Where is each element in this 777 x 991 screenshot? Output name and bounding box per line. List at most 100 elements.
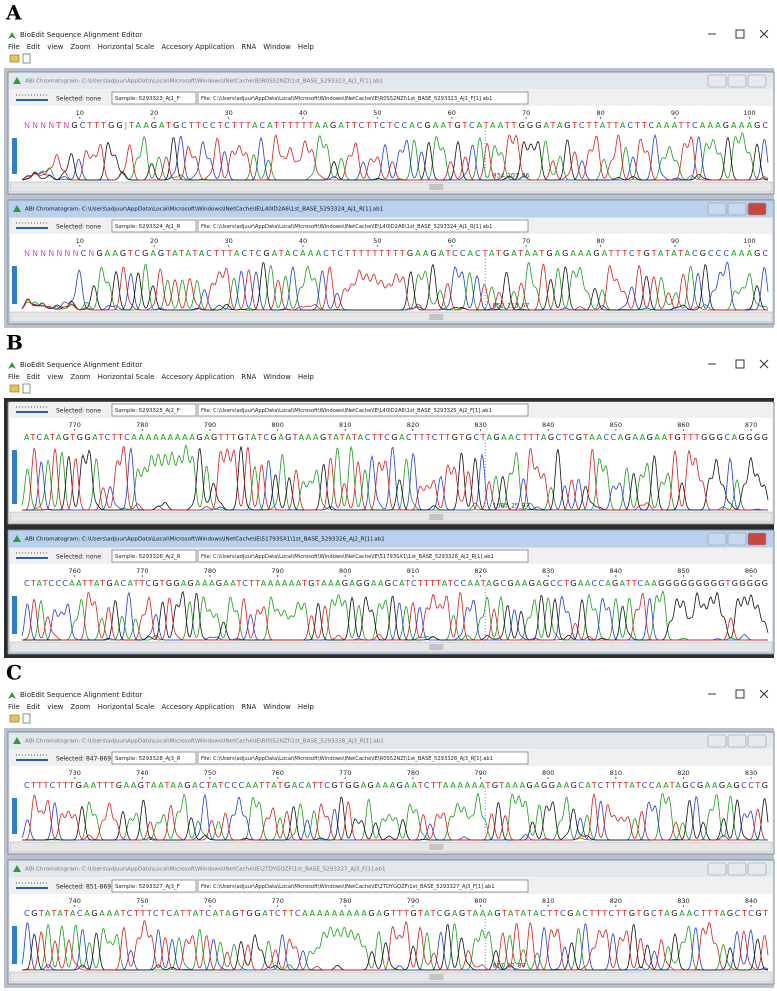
maximize-button[interactable] [728, 533, 746, 545]
scrollbar[interactable] [10, 182, 772, 192]
scale-bar [12, 450, 17, 504]
menu-item[interactable]: File [8, 373, 20, 381]
menu-item[interactable]: RNA [241, 703, 256, 711]
menu-item[interactable]: File [8, 43, 20, 51]
scroll-thumb[interactable] [429, 514, 443, 520]
close-button[interactable] [760, 30, 768, 38]
position-number: 830 [745, 769, 757, 777]
scrollbar[interactable] [10, 842, 772, 852]
file-path: File: C:\Users\adjuur\AppData\Local\Micr… [201, 224, 492, 230]
position-number: 870 [745, 421, 757, 429]
menu-item[interactable]: Zoom [70, 703, 90, 711]
position-number: 760 [271, 769, 283, 777]
menu-item[interactable]: Window [263, 703, 291, 711]
position-number: 30 [224, 237, 232, 245]
menu-item[interactable]: view [47, 43, 63, 51]
menu-item[interactable]: Horizontal Scale [98, 373, 155, 381]
new-button[interactable] [23, 54, 30, 63]
new-button[interactable] [23, 714, 30, 723]
close-button[interactable] [748, 863, 766, 875]
scroll-thumb[interactable] [429, 314, 443, 320]
menu-item[interactable]: Zoom [70, 373, 90, 381]
scroll-thumb[interactable] [429, 184, 443, 190]
maximize-button[interactable] [728, 735, 746, 747]
menu-item[interactable]: view [47, 703, 63, 711]
window-title: ABI Chromatogram: C:\Users\adjuur\AppDat… [25, 537, 385, 543]
position-number: 750 [136, 897, 148, 905]
minimize-button[interactable] [708, 203, 726, 215]
menu-item[interactable]: RNA [241, 43, 256, 51]
screenshot: ABioEdit Sequence Alignment EditorFileEd… [0, 0, 777, 991]
scrollbar[interactable] [10, 512, 772, 522]
position-number: 830 [677, 897, 689, 905]
menu-item[interactable]: Accesory Application [161, 43, 234, 51]
minimize-button[interactable] [708, 75, 726, 87]
new-button[interactable] [23, 384, 30, 393]
trace-status: 1083_25_97 [493, 503, 530, 510]
menu-item[interactable]: Horizontal Scale [98, 43, 155, 51]
scrollbar[interactable] [10, 972, 772, 982]
app-title: BioEdit Sequence Alignment Editor [20, 691, 142, 699]
position-number: 850 [677, 567, 689, 575]
close-button[interactable] [748, 203, 766, 215]
menu-item[interactable]: Edit [27, 373, 41, 381]
menu-item[interactable]: Accesory Application [161, 703, 234, 711]
menu-item[interactable]: Zoom [70, 43, 90, 51]
file-path: File: C:\Users\adjuur\AppData\Local\Micr… [201, 96, 492, 102]
panel-label: B [6, 331, 23, 355]
menu-item[interactable]: RNA [241, 373, 256, 381]
position-number: 20 [150, 237, 158, 245]
maximize-button[interactable] [728, 863, 746, 875]
close-button[interactable] [748, 735, 766, 747]
position-number: 800 [271, 421, 283, 429]
menu-item[interactable]: Edit [27, 43, 41, 51]
sample-name: Sample: 5293327_Aj3_F [115, 884, 180, 890]
scroll-thumb[interactable] [429, 844, 443, 850]
maximize-button[interactable] [728, 203, 746, 215]
scroll-thumb[interactable] [429, 974, 443, 980]
sample-name: Sample: 5293328_Aj3_R [115, 756, 181, 762]
open-button[interactable] [10, 715, 19, 722]
position-number: 770 [339, 769, 351, 777]
menu-item[interactable]: File [8, 703, 20, 711]
file-path: File: C:\Users\adjuur\AppData\Local\Micr… [201, 408, 492, 414]
position-number: 770 [271, 897, 283, 905]
maximize-button[interactable] [736, 30, 744, 38]
position-number: 70 [522, 109, 530, 117]
scale-bar [12, 266, 17, 304]
scrollbar[interactable] [10, 312, 772, 322]
app-icon [8, 32, 16, 39]
menu-item[interactable]: Window [263, 373, 291, 381]
minimize-button[interactable] [708, 735, 726, 747]
maximize-button[interactable] [728, 75, 746, 87]
scrollbar[interactable] [10, 642, 772, 652]
position-number: 80 [596, 109, 604, 117]
position-number: 790 [474, 769, 486, 777]
menu-item[interactable]: view [47, 373, 63, 381]
open-button[interactable] [10, 385, 19, 392]
position-number: 100 [743, 109, 755, 117]
position-number: 730 [69, 769, 81, 777]
menu-item[interactable]: Window [263, 43, 291, 51]
position-number: 830 [542, 567, 554, 575]
scroll-thumb[interactable] [429, 644, 443, 650]
close-button[interactable] [748, 533, 766, 545]
menu-item[interactable]: Accesory Application [161, 373, 234, 381]
open-button[interactable] [10, 55, 19, 62]
menu-item[interactable]: Help [298, 43, 315, 51]
position-number: 780 [407, 769, 419, 777]
menu-item[interactable]: Help [298, 703, 315, 711]
position-number: 810 [407, 567, 419, 575]
minimize-button[interactable] [708, 863, 726, 875]
menu-item[interactable]: Help [298, 373, 315, 381]
position-number: 740 [136, 769, 148, 777]
position-number: 850 [610, 421, 622, 429]
menu-item[interactable]: Horizontal Scale [98, 703, 155, 711]
close-button[interactable] [748, 75, 766, 87]
menu-item[interactable]: Edit [27, 703, 41, 711]
base-sequence: CTATCCCAATTATGACATTCGTGGAGAAAGAATCTTAAAA… [24, 579, 768, 588]
file-path: File: C:\Users\adjuur\AppData\Local\Micr… [201, 884, 495, 890]
selected-label: Selected: 851-869 [56, 884, 111, 891]
minimize-button[interactable] [708, 533, 726, 545]
